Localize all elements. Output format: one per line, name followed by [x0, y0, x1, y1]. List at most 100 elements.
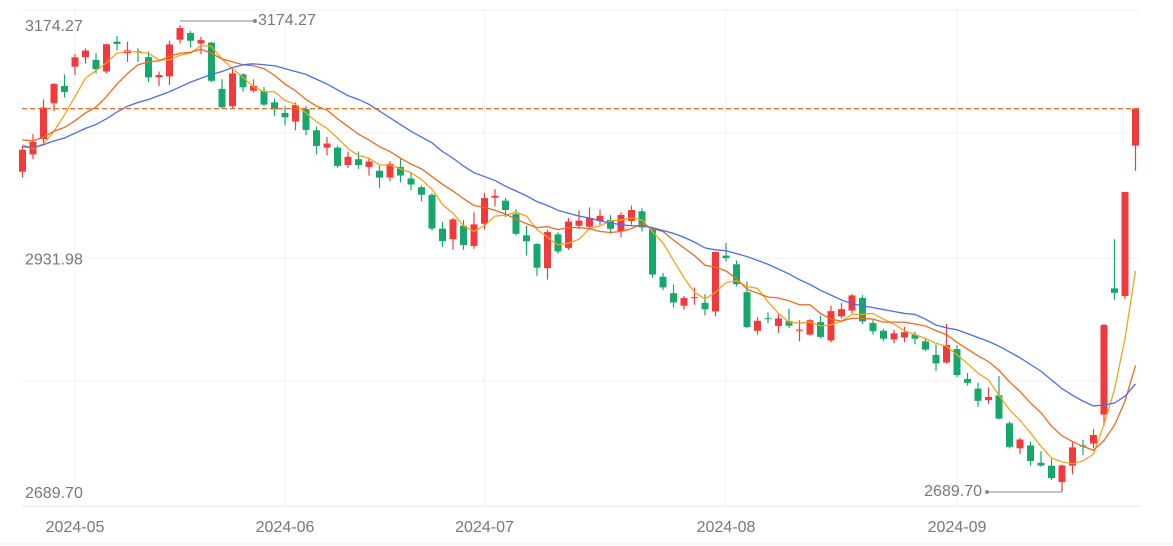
candle-body [764, 318, 772, 320]
candle-body [292, 105, 299, 122]
candle-body [838, 309, 845, 317]
candle-body [1121, 192, 1129, 297]
candle-body [1090, 434, 1097, 444]
candle-body [281, 112, 289, 118]
candle-body [565, 221, 572, 248]
moving-average-line [22, 63, 1136, 407]
candle-body [208, 42, 215, 81]
candle-body [250, 85, 257, 91]
candle-body [1048, 465, 1055, 479]
candle-body [628, 209, 635, 221]
candle-body [407, 178, 415, 185]
max-label: 3174.27 [258, 12, 316, 29]
candle-body [607, 219, 614, 229]
candle-body [806, 320, 814, 335]
y-tick-label: 3174.27 [25, 18, 83, 35]
candle-body [1027, 445, 1034, 462]
x-tick-label: 2024-07 [455, 519, 514, 536]
candle-body [1111, 288, 1118, 293]
candle-body [61, 85, 68, 92]
min-dot [985, 490, 989, 494]
x-tick-label: 2024-06 [256, 519, 315, 536]
candle-body [428, 194, 436, 229]
candle-body [1100, 324, 1108, 415]
candle-body [775, 318, 782, 326]
candle-body [302, 109, 310, 130]
candle-body [691, 297, 698, 299]
candle-body [197, 40, 205, 44]
candle-body [743, 292, 751, 328]
candle-body [901, 332, 908, 338]
candle-body [103, 44, 110, 72]
candle-body [785, 321, 793, 326]
candle-body [659, 276, 667, 288]
candle-body [1069, 447, 1076, 466]
candle-body [995, 395, 1003, 419]
candle-body [523, 235, 530, 242]
candle-body [932, 354, 940, 364]
y-tick-label: 2931.98 [25, 252, 83, 269]
candle-body [964, 378, 971, 383]
moving-average-line [22, 44, 1137, 465]
candle-body [418, 187, 425, 195]
candle-body [460, 225, 467, 246]
candle-body [19, 149, 26, 172]
candle-body [239, 74, 247, 88]
candle-body [502, 200, 509, 210]
candle-body [92, 59, 100, 70]
candle-body [481, 198, 488, 224]
candle-body [355, 159, 362, 166]
candle-body [859, 297, 866, 322]
candle-body [733, 264, 740, 285]
candle-body [586, 217, 593, 227]
candle-body [491, 195, 499, 198]
candle-body [1037, 462, 1045, 466]
x-tick-label: 2024-05 [46, 519, 105, 536]
candle-body [397, 166, 404, 176]
candle-body [953, 349, 961, 376]
candle-body [323, 143, 331, 148]
candle-body [50, 84, 58, 104]
candle-body [943, 345, 950, 363]
candle-body [344, 156, 352, 166]
candle-body [470, 224, 478, 246]
candle-body [670, 293, 677, 303]
min-label: 2689.70 [924, 483, 982, 500]
candle-body [1006, 423, 1013, 447]
candle-body [145, 57, 152, 78]
candle-body [649, 228, 656, 275]
candle-body [754, 320, 761, 331]
candle-body [890, 333, 898, 340]
candle-body [512, 214, 520, 234]
candle-body [82, 50, 89, 58]
candle-body [880, 330, 887, 339]
candle-body [71, 57, 79, 67]
candle-body [439, 228, 446, 242]
moving-average-line [22, 48, 1137, 452]
candle-body [1132, 108, 1139, 146]
candle-body [229, 73, 236, 107]
candle-body [617, 214, 625, 232]
candle-body [817, 322, 824, 337]
candle-body [449, 219, 457, 240]
candle-body [974, 388, 982, 401]
candle-body [155, 74, 163, 78]
candle-body [596, 215, 604, 221]
y-tick-label: 2689.70 [25, 485, 83, 502]
candle-body [376, 170, 383, 178]
candle-body [218, 88, 226, 108]
candle-body [260, 90, 268, 105]
candle-body [1058, 465, 1066, 483]
candle-body [911, 334, 919, 339]
candle-body [1016, 439, 1024, 449]
candle-body [680, 298, 688, 306]
candle-body [554, 234, 562, 252]
candle-body [869, 323, 877, 332]
candle-body [271, 102, 278, 110]
candle-body [313, 130, 320, 146]
candle-body [827, 311, 835, 341]
candle-body [40, 107, 47, 139]
x-tick-label: 2024-08 [697, 519, 756, 536]
candle-body [176, 28, 184, 40]
